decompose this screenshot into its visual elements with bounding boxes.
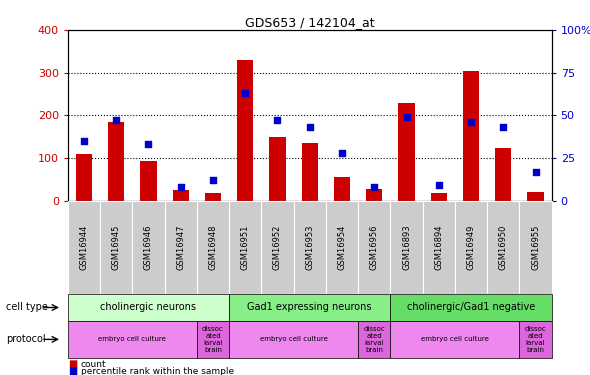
- Point: [499, 124, 508, 130]
- Text: GSM16945: GSM16945: [112, 225, 121, 270]
- Point: [208, 177, 218, 183]
- Point: [305, 124, 314, 130]
- Point: [273, 117, 282, 123]
- Text: GSM16949: GSM16949: [467, 225, 476, 270]
- Point: [434, 182, 444, 188]
- Text: ■: ■: [68, 366, 77, 375]
- Bar: [140, 161, 156, 201]
- Text: GSM16947: GSM16947: [176, 225, 185, 270]
- Text: cholinergic neurons: cholinergic neurons: [100, 303, 196, 312]
- Bar: [527, 192, 543, 201]
- Bar: [237, 60, 253, 201]
- Text: dissoc
ated
larval
brain: dissoc ated larval brain: [202, 326, 224, 353]
- Bar: [301, 143, 318, 201]
- Point: [241, 90, 250, 96]
- Bar: [463, 70, 479, 201]
- Bar: [76, 154, 92, 201]
- Text: dissoc
ated
larval
brain: dissoc ated larval brain: [525, 326, 546, 353]
- Point: [466, 119, 476, 125]
- Text: Gad1 expressing neurons: Gad1 expressing neurons: [247, 303, 372, 312]
- Point: [402, 114, 411, 120]
- Point: [176, 184, 185, 190]
- Bar: [270, 138, 286, 201]
- Bar: [173, 190, 189, 201]
- Bar: [398, 102, 415, 201]
- Text: embryo cell culture: embryo cell culture: [260, 336, 327, 342]
- Bar: [431, 193, 447, 201]
- Text: GSM16893: GSM16893: [402, 225, 411, 270]
- Text: GSM16946: GSM16946: [144, 225, 153, 270]
- Point: [144, 141, 153, 147]
- Point: [79, 138, 88, 144]
- Text: GSM16950: GSM16950: [499, 225, 508, 270]
- Text: GSM16952: GSM16952: [273, 225, 282, 270]
- Text: count: count: [81, 360, 106, 369]
- Point: [531, 169, 540, 175]
- Point: [112, 117, 121, 123]
- Text: embryo cell culture: embryo cell culture: [99, 336, 166, 342]
- Text: cholinergic/Gad1 negative: cholinergic/Gad1 negative: [407, 303, 535, 312]
- Text: protocol: protocol: [6, 334, 45, 344]
- Text: GSM16954: GSM16954: [337, 225, 346, 270]
- Text: ■: ■: [68, 360, 77, 369]
- Bar: [366, 189, 382, 201]
- Title: GDS653 / 142104_at: GDS653 / 142104_at: [245, 16, 375, 29]
- Text: dissoc
ated
larval
brain: dissoc ated larval brain: [363, 326, 385, 353]
- Text: GSM16948: GSM16948: [208, 225, 218, 270]
- Bar: [205, 193, 221, 201]
- Text: GSM16953: GSM16953: [305, 225, 314, 270]
- Text: GSM16944: GSM16944: [80, 225, 88, 270]
- Text: GSM16956: GSM16956: [370, 225, 379, 270]
- Text: embryo cell culture: embryo cell culture: [421, 336, 489, 342]
- Text: cell type: cell type: [6, 303, 48, 312]
- Bar: [334, 177, 350, 201]
- Text: GSM16951: GSM16951: [241, 225, 250, 270]
- Bar: [108, 122, 124, 201]
- Text: percentile rank within the sample: percentile rank within the sample: [81, 367, 234, 375]
- Text: GSM16894: GSM16894: [434, 225, 443, 270]
- Text: GSM16955: GSM16955: [531, 225, 540, 270]
- Point: [337, 150, 347, 156]
- Bar: [495, 148, 512, 201]
- Point: [369, 184, 379, 190]
